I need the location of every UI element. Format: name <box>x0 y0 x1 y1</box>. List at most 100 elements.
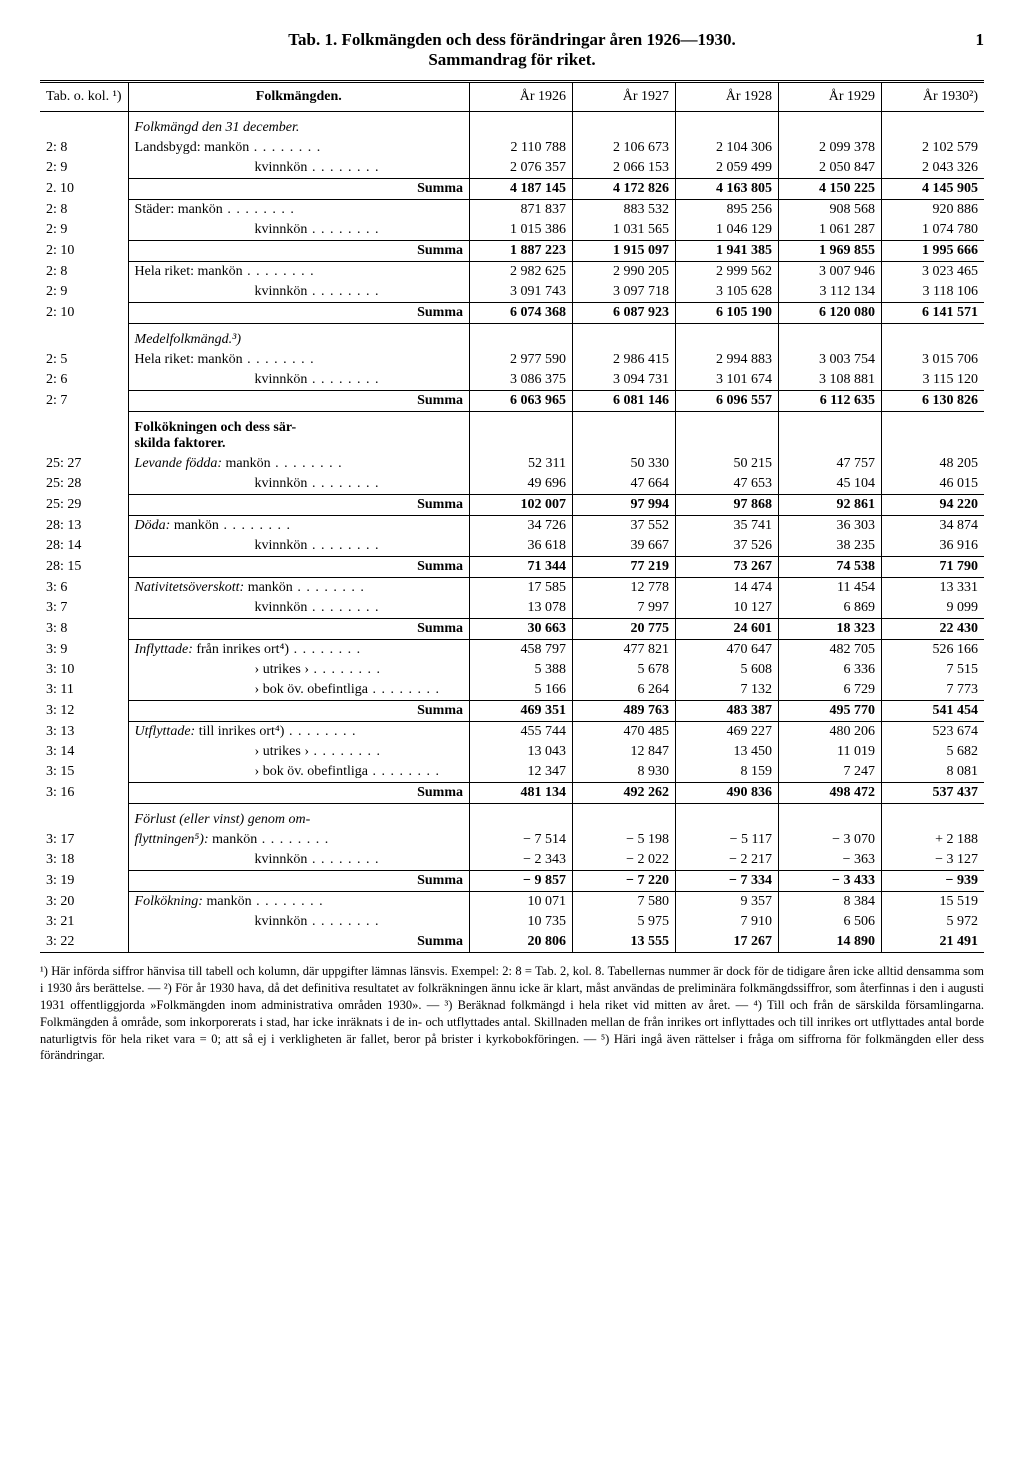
table-row: 25: 27Levande födda: mankön52 31150 3305… <box>40 454 984 474</box>
row-label: › utrikes › <box>128 742 469 762</box>
cell-value: 883 532 <box>573 200 676 221</box>
row-label: Landsbygd: mankön <box>128 138 469 158</box>
cell-value: 48 205 <box>882 454 985 474</box>
table-row: 2: 10Summa1 887 2231 915 0971 941 3851 9… <box>40 241 984 262</box>
row-label: kvinnkön <box>128 850 469 871</box>
col-year-0: År 1926 <box>470 82 573 112</box>
cell-value: 3 094 731 <box>573 370 676 391</box>
table-row: Medelfolkmängd.³) <box>40 324 984 351</box>
row-ref: 3: 6 <box>40 578 128 599</box>
cell-value: 6 074 368 <box>470 303 573 324</box>
table-row: 3: 10› utrikes ›5 3885 6785 6086 3367 51… <box>40 660 984 680</box>
table-row: 2. 10Summa4 187 1454 172 8264 163 8054 1… <box>40 179 984 200</box>
col-year-2: År 1928 <box>676 82 779 112</box>
cell-value: 2 099 378 <box>779 138 882 158</box>
table-row: 2: 5Hela riket: mankön2 977 5902 986 415… <box>40 350 984 370</box>
cell-value: 3 015 706 <box>882 350 985 370</box>
col-label-header: Folkmängden. <box>128 82 469 112</box>
section-heading: Folkökningen och dess sär-skilda faktore… <box>128 412 469 455</box>
cell-value: 492 262 <box>573 783 676 804</box>
table-row: 3: 19Summa− 9 857− 7 220− 7 334− 3 433− … <box>40 871 984 892</box>
table-row: 28: 13Döda: mankön34 72637 55235 74136 3… <box>40 516 984 537</box>
population-table: Tab. o. kol. ¹) Folkmängden. År 1926 År … <box>40 80 984 953</box>
cell-value: 1 061 287 <box>779 220 882 241</box>
cell-value: 7 132 <box>676 680 779 701</box>
cell-value: 3 097 718 <box>573 282 676 303</box>
cell-value: 7 773 <box>882 680 985 701</box>
cell-value: 2 076 357 <box>470 158 573 179</box>
cell-value: 20 775 <box>573 619 676 640</box>
row-ref: 2: 6 <box>40 370 128 391</box>
row-ref: 28: 13 <box>40 516 128 537</box>
cell-value: 2 102 579 <box>882 138 985 158</box>
col-year-4: År 1930²) <box>882 82 985 112</box>
row-ref: 2: 8 <box>40 138 128 158</box>
row-label: Folkökning: mankön <box>128 892 469 913</box>
cell-value: 458 797 <box>470 640 573 661</box>
cell-value: 4 187 145 <box>470 179 573 200</box>
row-label: Städer: mankön <box>128 200 469 221</box>
cell-value: 6 087 923 <box>573 303 676 324</box>
cell-value: 36 618 <box>470 536 573 557</box>
cell-value: 34 726 <box>470 516 573 537</box>
table-row: 3: 16Summa481 134492 262490 836498 47253… <box>40 783 984 804</box>
cell-value: 10 735 <box>470 912 573 932</box>
cell-value: 77 219 <box>573 557 676 578</box>
row-ref: 3: 14 <box>40 742 128 762</box>
cell-value: 1 031 565 <box>573 220 676 241</box>
table-row: 2: 6kvinnkön3 086 3753 094 7313 101 6743… <box>40 370 984 391</box>
cell-value: 13 078 <box>470 598 573 619</box>
cell-value: 3 007 946 <box>779 262 882 283</box>
cell-value: 11 454 <box>779 578 882 599</box>
cell-value: 1 046 129 <box>676 220 779 241</box>
cell-value: 3 108 881 <box>779 370 882 391</box>
row-label: Utflyttade: till inrikes ort⁴) <box>128 722 469 743</box>
cell-value: 2 994 883 <box>676 350 779 370</box>
section-heading: Medelfolkmängd.³) <box>128 324 469 351</box>
table-row: 28: 15Summa71 34477 21973 26774 53871 79… <box>40 557 984 578</box>
cell-value: 92 861 <box>779 495 882 516</box>
table-row: 25: 28kvinnkön49 69647 66447 65345 10446… <box>40 474 984 495</box>
table-row: 3: 13Utflyttade: till inrikes ort⁴)455 7… <box>40 722 984 743</box>
table-row: 3: 21kvinnkön10 7355 9757 9106 5065 972 <box>40 912 984 932</box>
sum-label: Summa <box>128 619 469 640</box>
cell-value: 2 059 499 <box>676 158 779 179</box>
row-ref: 3: 16 <box>40 783 128 804</box>
cell-value: 481 134 <box>470 783 573 804</box>
row-label: Hela riket: mankön <box>128 262 469 283</box>
cell-value: 17 267 <box>676 932 779 953</box>
cell-value: 6 336 <box>779 660 882 680</box>
cell-value: 94 220 <box>882 495 985 516</box>
cell-value: 3 118 106 <box>882 282 985 303</box>
cell-value: 20 806 <box>470 932 573 953</box>
table-row: Förlust (eller vinst) genom om- <box>40 804 984 831</box>
row-ref: 3: 20 <box>40 892 128 913</box>
table-row: Folkmängd den 31 december. <box>40 112 984 139</box>
cell-value: 49 696 <box>470 474 573 495</box>
sum-label: Summa <box>128 783 469 804</box>
row-ref: 3: 9 <box>40 640 128 661</box>
cell-value: − 363 <box>779 850 882 871</box>
row-label: kvinnkön <box>128 158 469 179</box>
cell-value: 1 995 666 <box>882 241 985 262</box>
row-label: kvinnkön <box>128 370 469 391</box>
row-ref: 3: 11 <box>40 680 128 701</box>
cell-value: − 939 <box>882 871 985 892</box>
cell-value: − 2 343 <box>470 850 573 871</box>
cell-value: 469 227 <box>676 722 779 743</box>
cell-value: − 3 070 <box>779 830 882 850</box>
row-ref: 2: 8 <box>40 200 128 221</box>
cell-value: − 9 857 <box>470 871 573 892</box>
cell-value: 2 990 205 <box>573 262 676 283</box>
cell-value: 3 105 628 <box>676 282 779 303</box>
cell-value: 13 555 <box>573 932 676 953</box>
row-ref: 2. 10 <box>40 179 128 200</box>
row-label: › bok öv. obefintliga <box>128 680 469 701</box>
cell-value: 489 763 <box>573 701 676 722</box>
cell-value: 6 081 146 <box>573 391 676 412</box>
cell-value: 480 206 <box>779 722 882 743</box>
cell-value: 97 994 <box>573 495 676 516</box>
row-ref: 25: 27 <box>40 454 128 474</box>
cell-value: 523 674 <box>882 722 985 743</box>
row-label: Inflyttade: från inrikes ort⁴) <box>128 640 469 661</box>
